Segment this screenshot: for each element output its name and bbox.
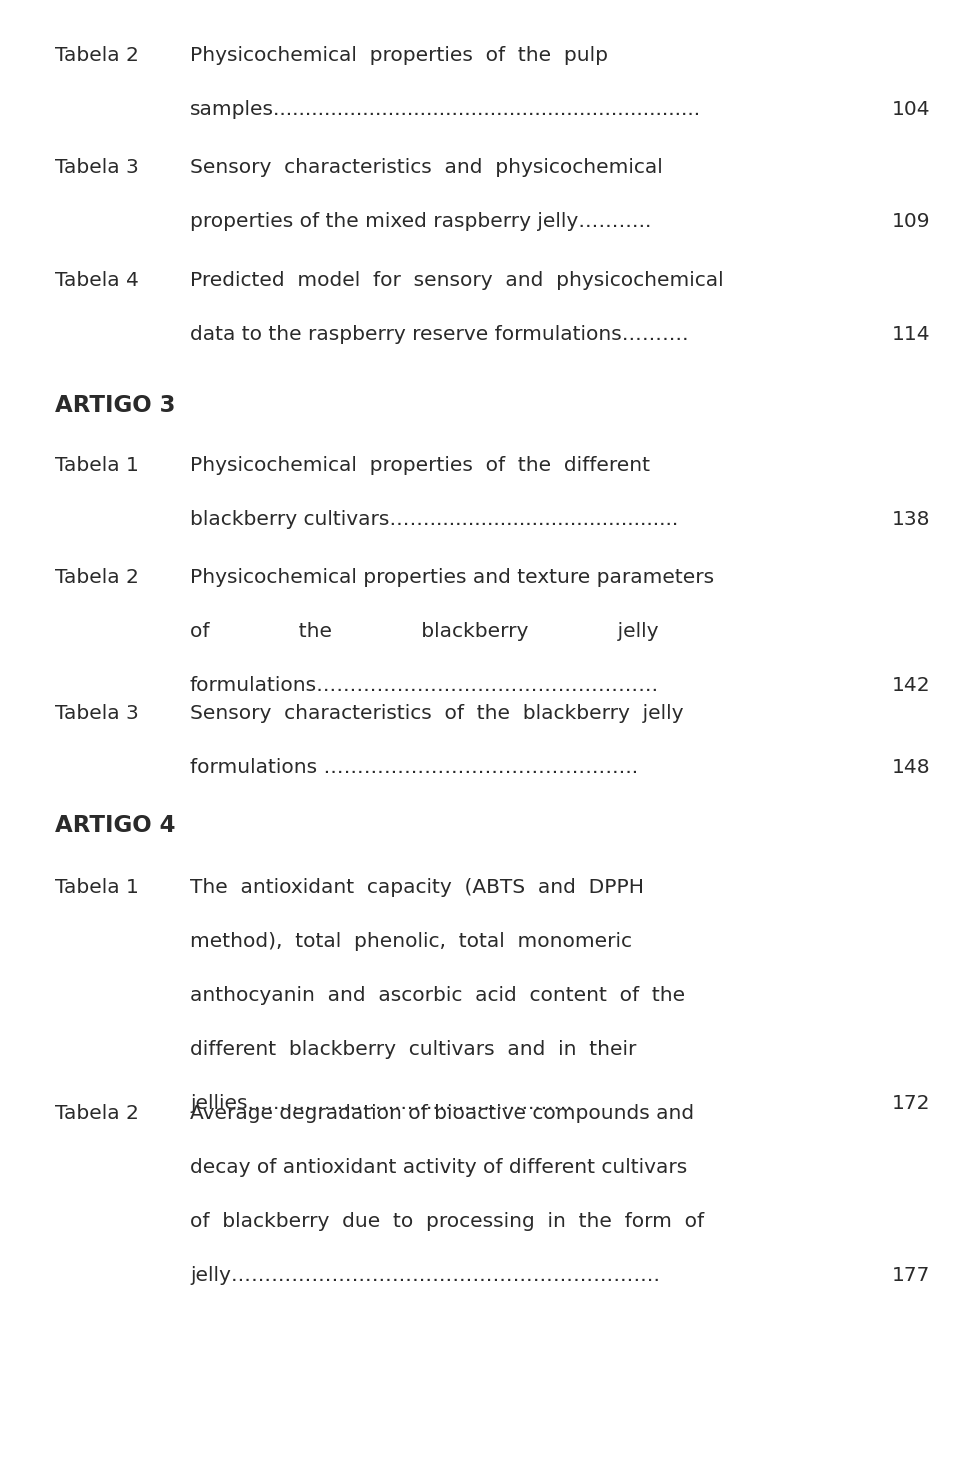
- Text: ARTIGO 4: ARTIGO 4: [55, 813, 176, 837]
- Text: data to the raspberry reserve formulations……….: data to the raspberry reserve formulatio…: [190, 325, 688, 344]
- Text: jelly……………………………………………………….: jelly……………………………………………………….: [190, 1266, 660, 1286]
- Text: Tabela 2: Tabela 2: [55, 46, 139, 65]
- Text: properties of the mixed raspberry jelly………..: properties of the mixed raspberry jelly……: [190, 213, 652, 232]
- Text: decay of antioxidant activity of different cultivars: decay of antioxidant activity of differe…: [190, 1159, 687, 1176]
- Text: Predicted  model  for  sensory  and  physicochemical: Predicted model for sensory and physicoc…: [190, 272, 724, 289]
- Text: formulations……………………………………………: formulations……………………………………………: [190, 676, 660, 695]
- Text: anthocyanin  and  ascorbic  acid  content  of  the: anthocyanin and ascorbic acid content of…: [190, 986, 685, 1005]
- Text: 142: 142: [892, 676, 930, 695]
- Text: Tabela 2: Tabela 2: [55, 568, 139, 587]
- Text: Tabela 4: Tabela 4: [55, 272, 139, 289]
- Text: of              the              blackberry              jelly: of the blackberry jelly: [190, 621, 659, 641]
- Text: Physicochemical  properties  of  the  pulp: Physicochemical properties of the pulp: [190, 46, 608, 65]
- Text: 138: 138: [892, 511, 930, 528]
- Text: 109: 109: [892, 213, 930, 232]
- Text: Tabela 1: Tabela 1: [55, 878, 139, 897]
- Text: blackberry cultivars…….......................................: blackberry cultivars……..................…: [190, 511, 679, 528]
- Text: 177: 177: [892, 1266, 930, 1286]
- Text: method),  total  phenolic,  total  monomeric: method), total phenolic, total monomeric: [190, 931, 632, 951]
- Text: Average degradation of bioactive compounds and: Average degradation of bioactive compoun…: [190, 1104, 694, 1123]
- Text: jellies...................................................: jellies.................................…: [190, 1094, 572, 1113]
- Text: Sensory  characteristics  and  physicochemical: Sensory characteristics and physicochemi…: [190, 158, 662, 177]
- Text: Sensory  characteristics  of  the  blackberry  jelly: Sensory characteristics of the blackberr…: [190, 704, 684, 723]
- Text: Tabela 2: Tabela 2: [55, 1104, 139, 1123]
- Text: Physicochemical  properties  of  the  different: Physicochemical properties of the differ…: [190, 456, 650, 475]
- Text: of  blackberry  due  to  processing  in  the  form  of: of blackberry due to processing in the f…: [190, 1212, 704, 1231]
- Text: The  antioxidant  capacity  (ABTS  and  DPPH: The antioxidant capacity (ABTS and DPPH: [190, 878, 644, 897]
- Text: Tabela 1: Tabela 1: [55, 456, 139, 475]
- Text: Tabela 3: Tabela 3: [55, 704, 139, 723]
- Text: 114: 114: [892, 325, 930, 344]
- Text: different  blackberry  cultivars  and  in  their: different blackberry cultivars and in th…: [190, 1041, 636, 1058]
- Text: 104: 104: [892, 100, 930, 120]
- Text: formulations ………………………………………..: formulations ………………………………………..: [190, 759, 638, 776]
- Text: ARTIGO 3: ARTIGO 3: [55, 394, 176, 418]
- Text: samples...................................................................: samples.................................…: [190, 100, 701, 120]
- Text: 148: 148: [892, 759, 930, 776]
- Text: Physicochemical properties and texture parameters: Physicochemical properties and texture p…: [190, 568, 714, 587]
- Text: 172: 172: [892, 1094, 930, 1113]
- Text: Tabela 3: Tabela 3: [55, 158, 139, 177]
